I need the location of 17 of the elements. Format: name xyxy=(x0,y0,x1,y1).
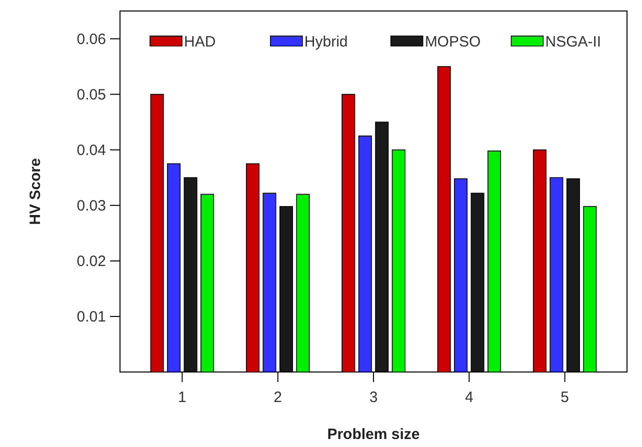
y-tick-label: 0.01 xyxy=(76,308,106,326)
legend-label: HAD xyxy=(184,33,216,50)
x-axis-title: Problem size xyxy=(327,426,420,443)
x-tick-label: 2 xyxy=(274,389,282,406)
legend-label: MOPSO xyxy=(424,33,481,50)
x-tick-label: 3 xyxy=(369,389,378,406)
y-tick-label: 0.06 xyxy=(76,31,106,48)
x-tick-label: 4 xyxy=(464,389,474,406)
y-tick-label: 0.02 xyxy=(76,253,106,270)
y-axis-title: HV Score xyxy=(27,158,44,225)
y-tick-label: 0.03 xyxy=(76,198,106,215)
legend-label: NSGA-II xyxy=(545,33,602,50)
x-tick-label: 1 xyxy=(178,389,186,406)
x-tick-label: 5 xyxy=(560,389,569,406)
y-tick-label: 0.05 xyxy=(76,86,106,104)
legend-label: Hybrid xyxy=(304,33,348,50)
y-tick-label: 0.04 xyxy=(76,142,106,160)
